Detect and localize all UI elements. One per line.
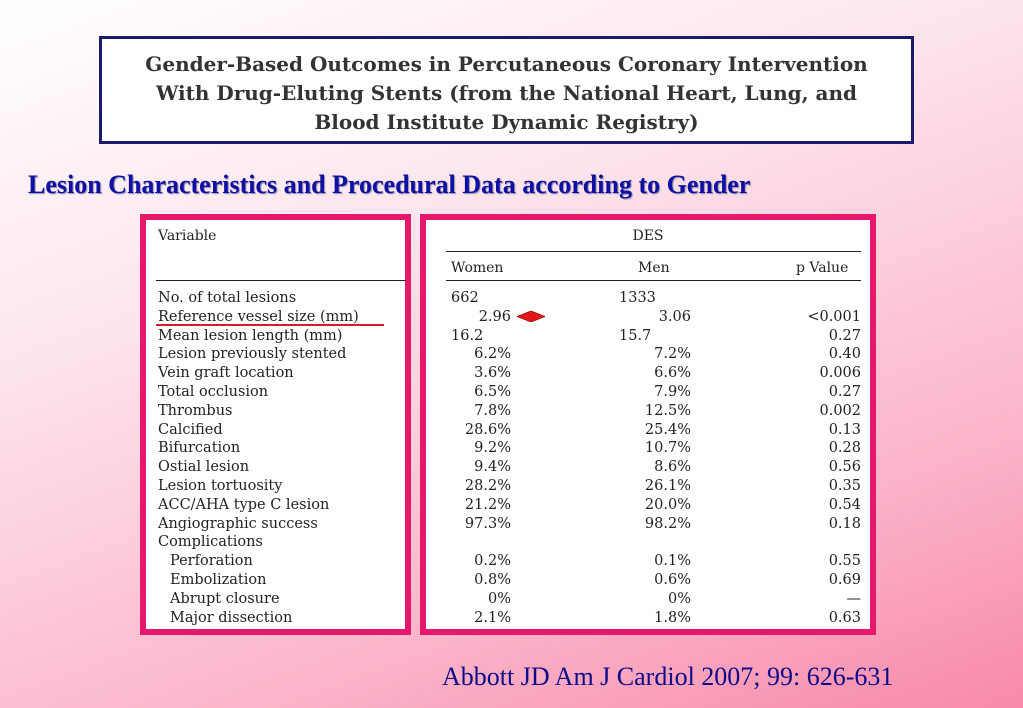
variable-label: Calcified bbox=[158, 422, 223, 438]
men-value: 0% bbox=[667, 591, 691, 607]
p-value: 0.35 bbox=[828, 478, 861, 494]
men-value: 8.6% bbox=[654, 459, 691, 475]
p-value: 0.28 bbox=[828, 440, 861, 456]
men-value: 98.2% bbox=[644, 516, 691, 532]
variable-label: Thrombus bbox=[158, 403, 233, 419]
variable-label: Vein graft location bbox=[158, 365, 294, 381]
women-value: 97.3% bbox=[464, 516, 511, 532]
p-value: 0.27 bbox=[828, 384, 861, 400]
variable-label: Total occlusion bbox=[158, 384, 269, 400]
p-value: 0.40 bbox=[828, 346, 861, 362]
slide-subtitle: Lesion Characteristics and Procedural Da… bbox=[28, 170, 751, 199]
women-value: 21.2% bbox=[464, 497, 511, 513]
women-value: 0.2% bbox=[474, 553, 511, 569]
men-value: 12.5% bbox=[644, 403, 691, 419]
men-value: 3.06 bbox=[658, 309, 691, 325]
women-value bbox=[451, 533, 511, 552]
p-value: — bbox=[846, 591, 862, 607]
p-value: 0.006 bbox=[819, 365, 861, 381]
p-value: 0.18 bbox=[828, 516, 861, 532]
variable-label: Complications bbox=[158, 534, 263, 550]
title-line-3: Blood Institute Dynamic Registry) bbox=[314, 110, 699, 134]
variable-label: ACC/AHA type C lesion bbox=[158, 497, 330, 513]
p-value: 0.54 bbox=[828, 497, 861, 513]
women-column-header: Women bbox=[451, 260, 504, 276]
variables-panel: Variable No. of total lesions Reference v… bbox=[140, 214, 411, 635]
highlight-diamond-icon bbox=[517, 311, 545, 322]
p-value: 0.56 bbox=[828, 459, 861, 475]
p-value: 0.27 bbox=[828, 328, 861, 344]
variable-label: No. of total lesions bbox=[158, 290, 297, 306]
women-value: 2.96 bbox=[478, 309, 511, 325]
p-value: 0.002 bbox=[819, 403, 861, 419]
p-value-column-header: p Value bbox=[796, 260, 849, 276]
variable-label: Angiographic success bbox=[158, 516, 318, 532]
women-value: 16.2 bbox=[451, 328, 484, 344]
variable-label: Embolization bbox=[170, 572, 267, 588]
men-value: 7.2% bbox=[654, 346, 691, 362]
women-value: 6.2% bbox=[474, 346, 511, 362]
men-value: 0.6% bbox=[654, 572, 691, 588]
women-value: 3.6% bbox=[474, 365, 511, 381]
men-value: 7.9% bbox=[654, 384, 691, 400]
p-value: <0.001 bbox=[807, 309, 861, 325]
men-value: 0.1% bbox=[654, 553, 691, 569]
women-value: 9.4% bbox=[474, 459, 511, 475]
variable-label: Reference vessel size (mm) bbox=[158, 309, 359, 325]
p-value: 0.13 bbox=[828, 422, 861, 438]
women-value: 662 bbox=[451, 290, 479, 306]
variable-label: Mean lesion length (mm) bbox=[158, 328, 343, 344]
variable-label: Bifurcation bbox=[158, 440, 241, 456]
variable-label: Major dissection bbox=[170, 610, 293, 626]
variable-label: Lesion tortuosity bbox=[158, 478, 283, 494]
men-value: 26.1% bbox=[644, 478, 691, 494]
women-value: 2.1% bbox=[474, 610, 511, 626]
highlight-underline bbox=[156, 324, 384, 326]
title-line-2: With Drug-Eluting Stents (from the Natio… bbox=[155, 81, 858, 105]
women-value: 0.8% bbox=[474, 572, 511, 588]
men-value: 15.7 bbox=[619, 328, 652, 344]
men-value: 10.7% bbox=[644, 440, 691, 456]
women-value: 28.6% bbox=[464, 422, 511, 438]
des-group-header: DES bbox=[632, 228, 664, 244]
p-value bbox=[786, 533, 861, 552]
variable-column-header: Variable bbox=[158, 228, 217, 244]
women-value: 6.5% bbox=[474, 384, 511, 400]
variable-label: Abrupt closure bbox=[170, 591, 280, 607]
variable-label: Perforation bbox=[170, 553, 253, 569]
title-box: Gender-Based Outcomes in Percutaneous Co… bbox=[99, 36, 914, 144]
values-panel: DES Women Men p Value 662 1333 2.96 3.06 <0.… bbox=[420, 214, 876, 635]
variable-label: Lesion previously stented bbox=[158, 346, 347, 362]
group-rule bbox=[446, 251, 861, 252]
men-value: 1.8% bbox=[654, 610, 691, 626]
women-value: 0% bbox=[487, 591, 511, 607]
men-value: 25.4% bbox=[644, 422, 691, 438]
p-value: 0.69 bbox=[828, 572, 861, 588]
p-value: 0.55 bbox=[828, 553, 861, 569]
men-value: 1333 bbox=[619, 290, 656, 306]
men-value bbox=[606, 533, 691, 552]
p-value: 0.63 bbox=[828, 610, 861, 626]
header-rule-right bbox=[446, 280, 861, 281]
women-value: 9.2% bbox=[474, 440, 511, 456]
citation: Abbott JD Am J Cardiol 2007; 99: 626-631 bbox=[442, 662, 894, 691]
men-column-header: Men bbox=[638, 260, 670, 276]
p-value bbox=[786, 289, 861, 308]
title-line-1: Gender-Based Outcomes in Percutaneous Co… bbox=[145, 52, 868, 76]
header-rule bbox=[156, 280, 406, 281]
men-value: 20.0% bbox=[644, 497, 691, 513]
variable-label: Ostial lesion bbox=[158, 459, 250, 475]
men-value: 6.6% bbox=[654, 365, 691, 381]
women-value: 28.2% bbox=[464, 478, 511, 494]
women-value: 7.8% bbox=[474, 403, 511, 419]
